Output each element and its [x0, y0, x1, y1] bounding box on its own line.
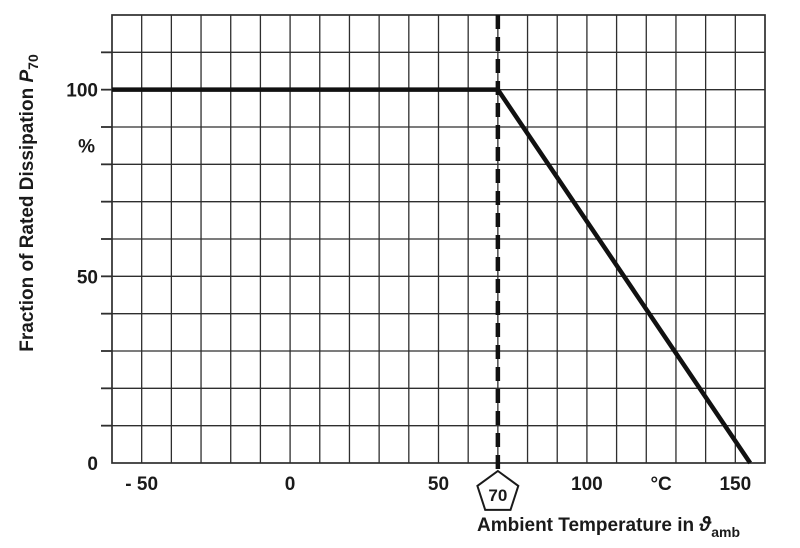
derating-curve — [112, 87, 753, 465]
y-unit-label: % — [78, 137, 95, 158]
y-tick-label: 100 — [66, 81, 98, 102]
y-axis-title: Fraction of Rated Dissipation P70 — [17, 54, 41, 352]
x-unit-label: °C — [650, 474, 672, 495]
pentagon-marker-label: 70 — [488, 486, 507, 505]
x-tick-label: 50 — [428, 474, 449, 495]
pentagon-marker — [476, 469, 520, 511]
x-tick-label: 150 — [719, 474, 751, 495]
x-tick-label: 0 — [285, 474, 296, 495]
plot-border — [111, 14, 766, 464]
x-tick-label: 100 — [571, 474, 603, 495]
x-tick-label: - 50 — [125, 474, 158, 495]
y-tick-label: 0 — [87, 454, 98, 475]
y-tick-label: 50 — [77, 267, 98, 288]
x-axis-title: Ambient Temperature in ϑamb — [477, 514, 740, 540]
